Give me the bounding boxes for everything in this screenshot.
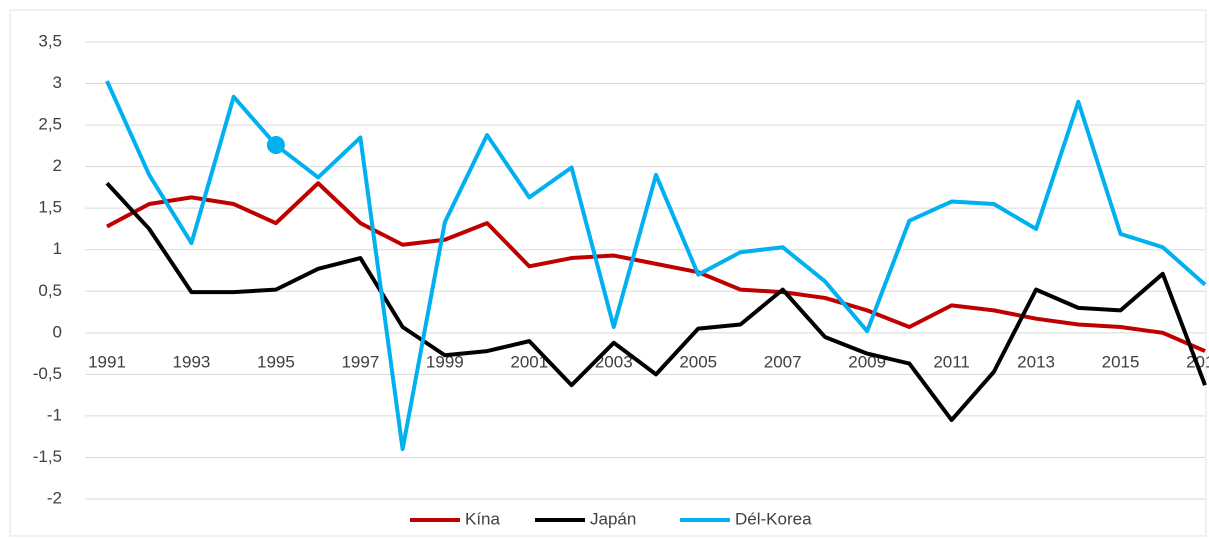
x-tick-label: 2013 bbox=[1017, 352, 1055, 371]
x-tick-label: 2011 bbox=[933, 352, 970, 371]
legend-label: Dél-Korea bbox=[735, 509, 812, 528]
y-tick-label: 1,5 bbox=[38, 198, 62, 217]
y-tick-label: 0,5 bbox=[38, 281, 62, 300]
series-line bbox=[105, 181, 1207, 423]
y-tick-label: 0 bbox=[53, 322, 62, 341]
x-tick-label: 2005 bbox=[679, 352, 717, 371]
x-tick-label: 1997 bbox=[341, 352, 379, 371]
legend-label: Japán bbox=[590, 509, 636, 528]
x-tick-label: 2007 bbox=[764, 352, 802, 371]
x-tick-label: 1999 bbox=[426, 352, 464, 371]
y-tick-label: -1,5 bbox=[33, 447, 62, 466]
chart-border bbox=[9, 9, 1207, 537]
y-tick-label: 1 bbox=[53, 239, 62, 258]
y-tick-label: -2 bbox=[47, 488, 62, 507]
y-tick-label: -0,5 bbox=[33, 364, 62, 383]
x-tick-label: 2003 bbox=[595, 352, 633, 371]
y-tick-label: -1 bbox=[47, 405, 62, 424]
x-tick-label: 1991 bbox=[88, 352, 126, 371]
series-line bbox=[105, 80, 1207, 452]
x-tick-label: 1993 bbox=[173, 352, 211, 371]
x-tick-label: 2001 bbox=[510, 352, 548, 371]
y-tick-label: 3 bbox=[53, 73, 62, 92]
highlight-point bbox=[266, 136, 285, 155]
y-tick-label: 2 bbox=[53, 156, 62, 175]
x-tick-label: 1995 bbox=[257, 352, 295, 371]
legend-label: Kína bbox=[465, 509, 501, 528]
y-tick-label: 2,5 bbox=[38, 115, 62, 134]
x-tick-label: 2015 bbox=[1102, 352, 1140, 371]
y-tick-label: 3,5 bbox=[38, 31, 62, 50]
